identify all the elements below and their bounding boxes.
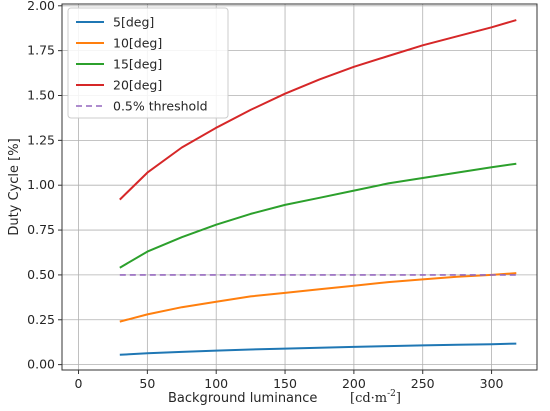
x-axis-unit-close: ] <box>396 391 401 406</box>
legend-box <box>67 7 229 119</box>
y-tick-label: 1.25 <box>27 132 55 147</box>
plot-frame <box>61 3 538 371</box>
y-tick-label: 0.75 <box>27 222 55 237</box>
y-tick-label: 1.50 <box>27 88 55 103</box>
legend-label: 15[deg] <box>113 57 162 72</box>
series-lines <box>119 19 517 356</box>
x-tick-label: 50 <box>139 376 155 391</box>
y-tick-label: 1.00 <box>27 177 55 192</box>
legend-label: 10[deg] <box>113 36 162 51</box>
x-axis-unit: [cd·m-2] <box>350 389 401 406</box>
y-axis-label: Duty Cycle [%] <box>7 138 22 235</box>
legend-label: 5[deg] <box>113 15 154 30</box>
x-axis-unit-base: [cd·m <box>350 391 387 406</box>
x-tick-label: 300 <box>480 376 504 391</box>
legend-label: 0.5% threshold <box>113 99 208 114</box>
x-tick-label: 150 <box>273 376 297 391</box>
x-tick-label: 100 <box>204 376 228 391</box>
series-line-20-deg <box>119 19 517 201</box>
axis-ticks: 0 50 100 150 200 250 300 0.00 0.25 0.50 0.75 1.00 1.… <box>27 0 503 391</box>
series-line-5-deg <box>119 342 517 356</box>
y-tick-label: 0.00 <box>27 357 55 372</box>
series-line-15-deg <box>119 162 517 269</box>
x-tick-label: 250 <box>411 376 435 391</box>
y-tick-label: 1.75 <box>27 43 55 58</box>
x-axis-label: Background luminance <box>168 391 317 406</box>
y-tick-label: 2.00 <box>27 0 55 13</box>
y-tick-label: 0.25 <box>27 312 55 327</box>
series-line-10-deg <box>119 272 517 323</box>
x-axis-unit-exponent: -2 <box>387 389 396 399</box>
y-tick-label: 0.50 <box>27 267 55 282</box>
x-tick-label: 200 <box>342 376 366 391</box>
x-tick-label: 0 <box>75 376 83 391</box>
legend-label: 20[deg] <box>113 78 162 93</box>
legend: 5[deg] 10[deg] 15[deg] 20[deg] 0.5% threshol… <box>67 7 229 119</box>
